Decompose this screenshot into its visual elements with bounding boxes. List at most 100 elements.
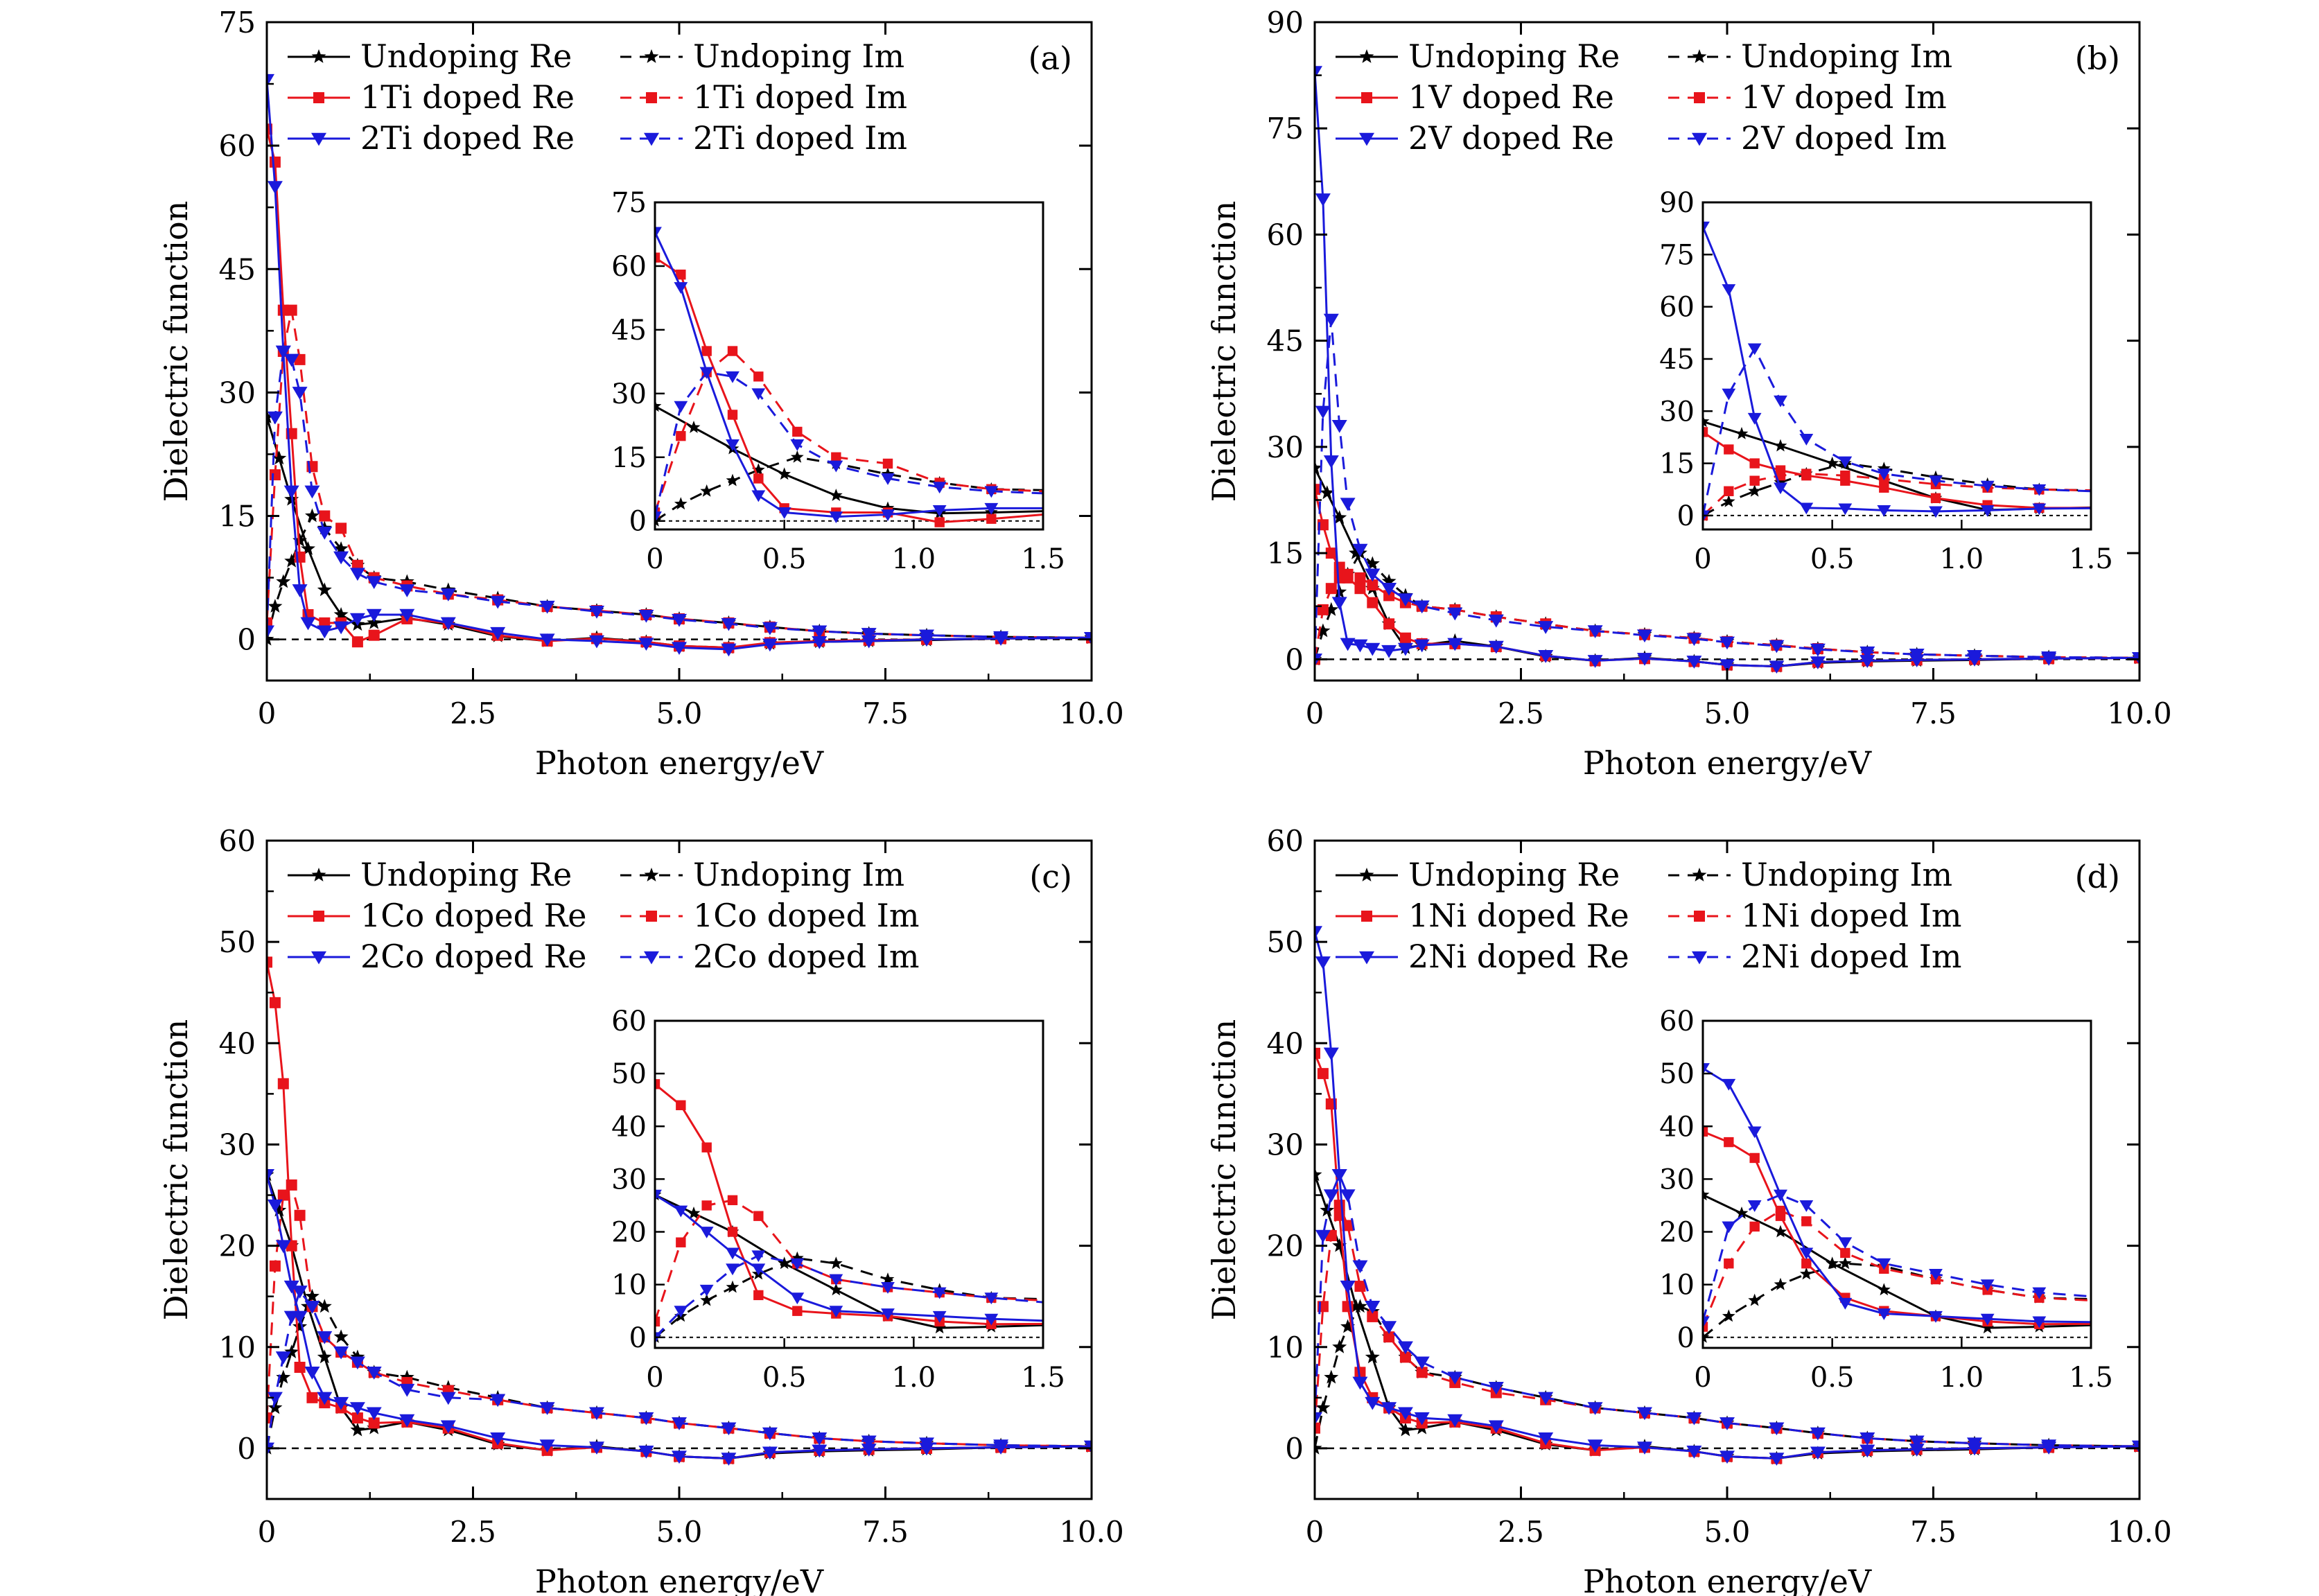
- panel-d-inset-series-line-2: [1703, 1130, 2091, 1326]
- panel-a-inset-series-3-point-5: [792, 426, 803, 437]
- panel-d-legend: Undoping Re Undoping Im 1Ni doped Re 1Ni do…: [1336, 856, 1962, 975]
- panel-c-inset-series-0-point-16: [2227, 1333, 2240, 1346]
- panel-b-legend-marker-2: [1361, 92, 1372, 103]
- panel-b-inset-series-1-point-1: [1722, 494, 1735, 507]
- panel-c-xtick-label-0: 0: [258, 1515, 277, 1549]
- panel-b-series-4-point-16: [1719, 659, 1735, 672]
- panel-c-legend-marker-0: [311, 868, 326, 882]
- panel-b-inset-series-5-point-10: [2136, 488, 2150, 500]
- panel-b-series-5-point-19: [1859, 646, 1875, 660]
- panel-d-inset-series-4-point-2: [1747, 1126, 1762, 1139]
- panel-a-inset-series-2-point-0: [655, 252, 660, 263]
- panel-d-xtick-label-3: 7.5: [1910, 1515, 1957, 1549]
- panel-c-inset-series-5-point-17: [2097, 1322, 2111, 1333]
- panel-d-series-5-point-6: [1365, 1301, 1381, 1314]
- panel-d-legend-label-0: Undoping Re: [1408, 856, 1620, 893]
- panel-c-inset-series-0-point-15: [2097, 1336, 2110, 1349]
- panel-a-inset-ytick-label-1: 15: [611, 442, 647, 474]
- panel-b-xlabel: Photon energy/eV: [1583, 744, 1872, 782]
- panel-b-series-4-point-7: [1381, 644, 1397, 658]
- panel-b-inset-ytick-label-5: 75: [1659, 239, 1695, 271]
- panel-c-inset-series-4-point-6: [829, 1306, 843, 1318]
- panel-d-inset-series-5-point-2: [1747, 1200, 1762, 1212]
- panel-d-series-5-point-4: [1340, 1189, 1356, 1202]
- panel-c-series-1-point-8: [350, 1349, 365, 1364]
- panel-b-inset-series-0-point-3: [1826, 456, 1839, 469]
- panel-d-legend-marker-5: [1692, 951, 1707, 965]
- panel-a-inset-xtick-label-1: 0.5: [762, 543, 807, 575]
- panel-c-legend: Undoping Re Undoping Im 1Co doped Re 1Co do…: [288, 856, 919, 975]
- panel-c-inset-series-2-point-1: [676, 1100, 686, 1111]
- panel-d-series-4-point-16: [1719, 1450, 1735, 1464]
- panel-b-inset-series-4-point-11: [2265, 504, 2279, 516]
- panel-d-inset-series-5-point-6: [1877, 1258, 1891, 1270]
- panel-a-inset-series-3-point-4: [753, 371, 764, 382]
- panel-a-series-line-3: [267, 309, 1092, 639]
- panel-a-inset-ytick-label-3: 45: [611, 315, 647, 347]
- panel-d-series-4-point-11: [1488, 1420, 1504, 1434]
- panel-c-inset-series-0-point-4: [829, 1283, 843, 1296]
- panel-b-inset-series-5-point-8: [1980, 480, 1995, 493]
- panel-a-series-4-point-8: [349, 613, 365, 626]
- panel-a-inset-series-5-point-7: [881, 473, 895, 485]
- panel-d-series-1-point-3: [1332, 1339, 1347, 1353]
- panel-b-legend-marker-1: [1692, 49, 1707, 63]
- panel-b-inset-series-5-point-1: [1722, 388, 1736, 401]
- panel-c-inset-series-0-point-11: [1528, 1331, 1541, 1344]
- panel-b-series-5-point-2: [1323, 313, 1339, 327]
- panel-d-series-3-point-4: [1342, 1220, 1354, 1231]
- panel-b-series-5-point-12: [1538, 621, 1554, 634]
- panel-a-inset-series-0-point-10: [1373, 512, 1386, 525]
- panel-d-legend-label-4: 2Ni doped Re: [1408, 938, 1629, 975]
- panel-a-series-2-point-1: [269, 156, 281, 168]
- panel-a-inset-series-3-point-13: [1530, 499, 1539, 509]
- panel-c-series-4-point-20: [861, 1444, 877, 1457]
- panel-b-series-5-point-8: [1397, 593, 1413, 606]
- panel-a-series-5-point-0: [267, 625, 274, 639]
- panel-d-ytick-label-5: 50: [1267, 925, 1304, 959]
- panel-c-series-5-point-8: [349, 1356, 365, 1370]
- panel-a-inset-series-4-point-6: [829, 511, 843, 524]
- panel-d-series-3-point-9: [1416, 1367, 1428, 1378]
- panel-a-inset-series-5-point-9: [984, 486, 999, 498]
- panel-a-xtick-label-3: 7.5: [862, 696, 909, 730]
- panel-d-inset-series-5-point-3: [1774, 1189, 1787, 1202]
- panel-c-inset-series-4-point-2: [699, 1227, 714, 1238]
- panel-c-series-4-point-14: [589, 1441, 604, 1455]
- panel-a-inset-series-5-point-5: [790, 439, 805, 451]
- panel-d-series-5-point-23: [2132, 1440, 2139, 1454]
- panel-d-series-5-point-12: [1538, 1392, 1554, 1405]
- panel-a-inset-series-5-point-12: [1372, 496, 1386, 508]
- panel-a-inset-plot-area: [655, 227, 2110, 531]
- panel-c-series-3-point-4: [294, 1209, 306, 1221]
- panel-a-series-0-point-7: [367, 615, 382, 629]
- panel-a-inset-series-4-point-8: [932, 505, 947, 517]
- panel-c-inset-series-3-point-17: [2099, 1322, 2108, 1331]
- panel-d-series-5-point-19: [1859, 1432, 1875, 1446]
- panel-c-inset-series-1-point-17: [2097, 1320, 2110, 1333]
- panel-c-inset-series-2-point-0: [655, 1079, 660, 1089]
- panel-c-inset-xtick-label-0: 0: [646, 1362, 663, 1394]
- panel-d-inset-series-3-point-2: [1749, 1221, 1760, 1232]
- panel-d-series-line-1: [1315, 1305, 2139, 1449]
- panel-c-inset-series-5-point-7: [881, 1282, 895, 1294]
- panel-c-inset-series-0-point-1: [687, 1207, 701, 1219]
- panel-c-inset-series-4-point-17: [2097, 1338, 2111, 1349]
- panel-c-series-2-point-8: [351, 1412, 363, 1424]
- panel-b-inset-series-5-point-6: [1877, 468, 1891, 481]
- panel-d-inset-ytick-label-4: 40: [1659, 1111, 1695, 1143]
- panel-c-inset-series-1-point-13: [1528, 1309, 1541, 1322]
- panel-d-series-4-point-4: [1340, 1280, 1356, 1294]
- panel-a-inset-xtick-label-0: 0: [646, 543, 663, 575]
- panel-d-series-1-point-5: [1353, 1299, 1367, 1313]
- panel-a-inset-series-0-point-15: [2097, 518, 2110, 531]
- panel-b-inset-series-2-point-2: [1749, 458, 1760, 468]
- panel-d-ylabel: Dielectric function: [1205, 1019, 1243, 1321]
- panel-a-series-4-point-19: [812, 635, 828, 649]
- panel-a-series-5-point-12: [490, 595, 506, 609]
- panel-b-series-4-point-5: [1352, 639, 1368, 653]
- panel-c-inset-series-2-point-11: [1219, 1322, 1229, 1331]
- panel-b-series-4-point-4: [1340, 638, 1356, 651]
- panel-c-series-5-point-4: [292, 1286, 308, 1299]
- panel-a-series-5-point-6: [317, 527, 333, 540]
